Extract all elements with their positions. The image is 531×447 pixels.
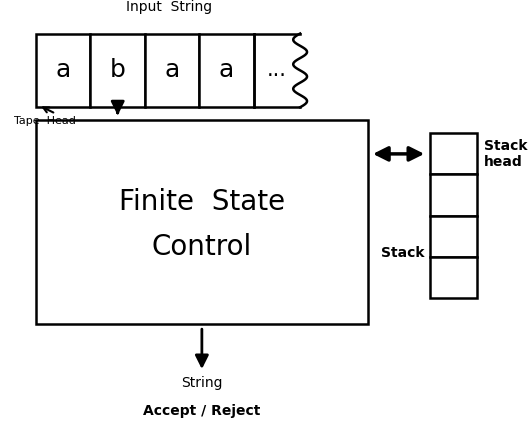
Text: Tape  Head: Tape Head [14, 116, 75, 126]
Text: b: b [110, 59, 126, 82]
Text: Control: Control [152, 233, 252, 261]
Text: Finite  State: Finite State [119, 188, 285, 216]
Bar [430, 174, 477, 216]
Text: Stack: Stack [381, 246, 425, 260]
Bar [430, 133, 477, 174]
Text: a: a [165, 59, 180, 82]
Text: a: a [219, 59, 234, 82]
Text: String: String [181, 376, 222, 390]
Bar [430, 257, 477, 298]
Text: Input  String: Input String [126, 0, 212, 14]
Bar [145, 34, 200, 107]
Bar [36, 120, 367, 324]
Text: a: a [56, 59, 71, 82]
Bar [200, 34, 254, 107]
Bar [430, 216, 477, 257]
Text: Accept / Reject: Accept / Reject [143, 405, 261, 418]
Text: Stack
head: Stack head [484, 139, 527, 169]
Bar [90, 34, 145, 107]
Bar [36, 34, 90, 107]
Text: ...: ... [267, 60, 287, 80]
